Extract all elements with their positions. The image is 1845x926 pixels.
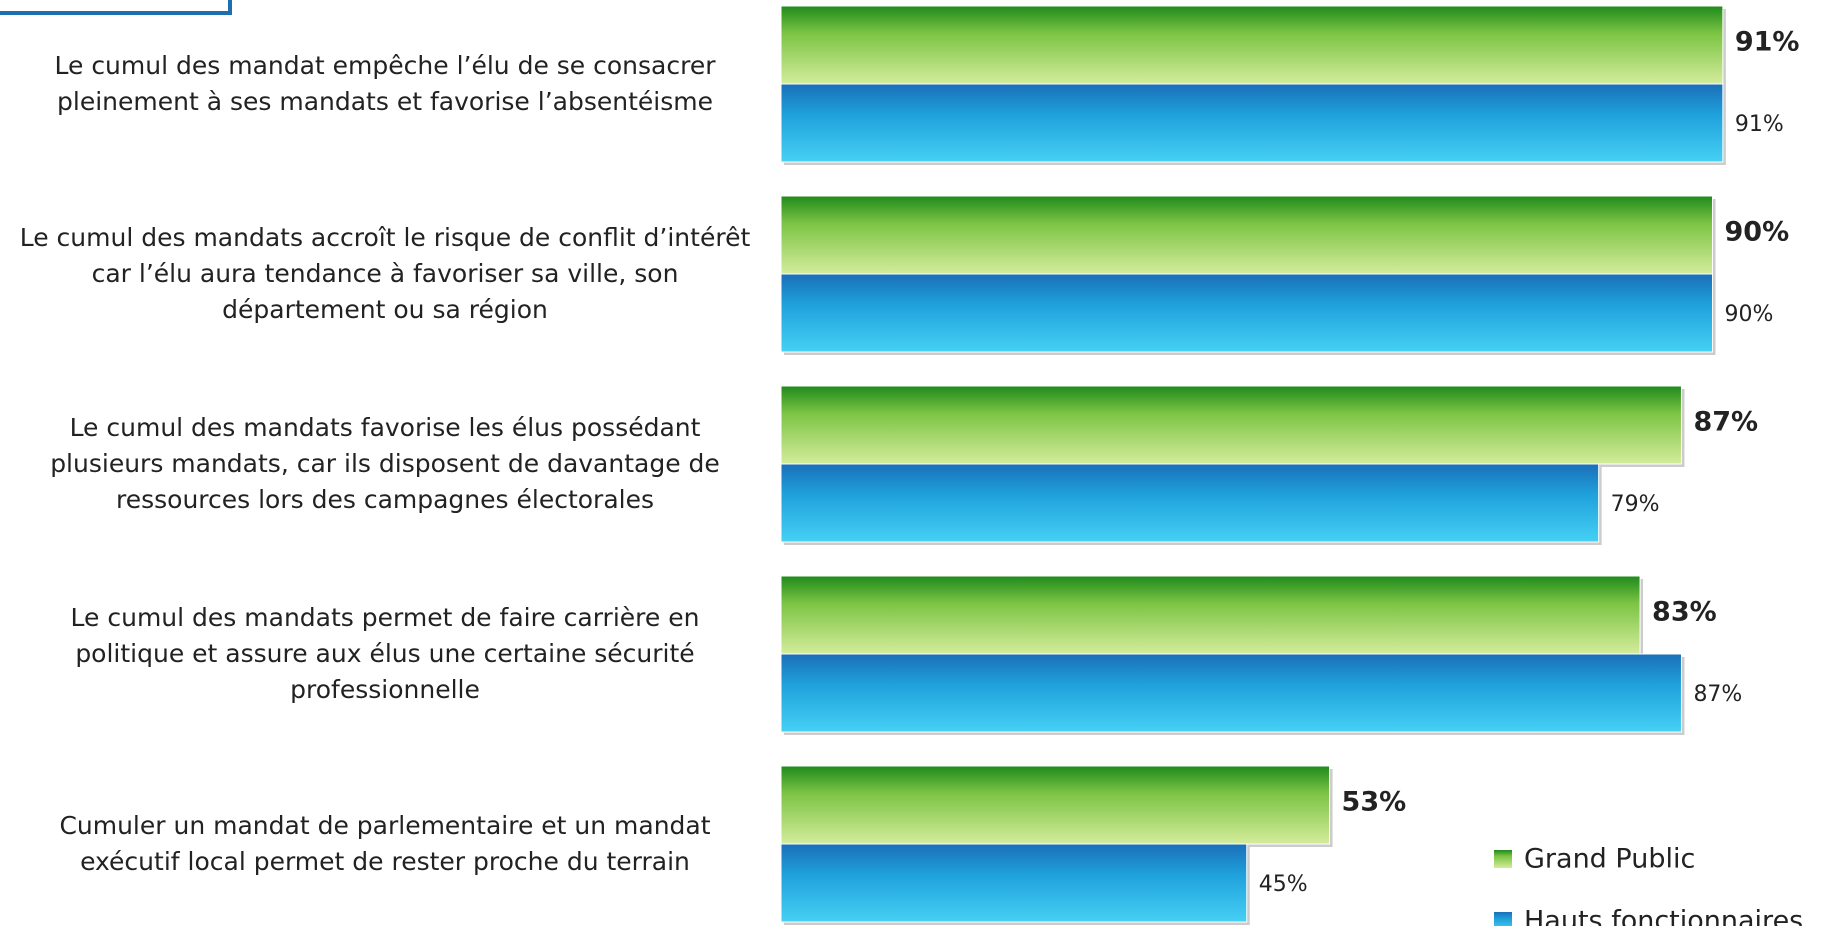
- bar: [780, 575, 1641, 655]
- frame-corner: [0, 0, 232, 15]
- bar: [780, 195, 1713, 275]
- legend-swatch: [1494, 850, 1512, 868]
- bar: [780, 83, 1724, 163]
- legend-label: Grand Public: [1524, 844, 1695, 875]
- category-label: Le cumul des mandats favorise les élus p…: [50, 413, 720, 514]
- bar: [780, 463, 1600, 543]
- value-label: 87%: [1693, 407, 1758, 438]
- bar: [780, 5, 1724, 85]
- value-label: 91%: [1735, 112, 1784, 137]
- category-label: Le cumul des mandats accroît le risque d…: [19, 223, 751, 324]
- legend-swatch: [1494, 912, 1512, 926]
- category-label: Le cumul des mandats permet de faire car…: [70, 603, 700, 704]
- bar: [780, 653, 1682, 733]
- category-label: Cumuler un mandat de parlementaire et un…: [59, 811, 711, 876]
- bar: [780, 843, 1248, 923]
- bar: [780, 273, 1713, 353]
- value-label: 83%: [1652, 597, 1717, 628]
- value-label: 53%: [1342, 787, 1407, 818]
- category-label: Le cumul des mandat empêche l’élu de se …: [54, 51, 716, 116]
- value-label: 87%: [1693, 682, 1742, 707]
- bar: [780, 765, 1331, 845]
- value-label: 91%: [1735, 27, 1800, 58]
- value-label: 90%: [1725, 217, 1790, 248]
- value-label: 79%: [1611, 492, 1660, 517]
- bar: [780, 385, 1682, 465]
- value-label: 90%: [1725, 302, 1774, 327]
- value-label: 45%: [1259, 872, 1308, 897]
- legend-label: Hauts fonctionnaires: [1524, 906, 1803, 926]
